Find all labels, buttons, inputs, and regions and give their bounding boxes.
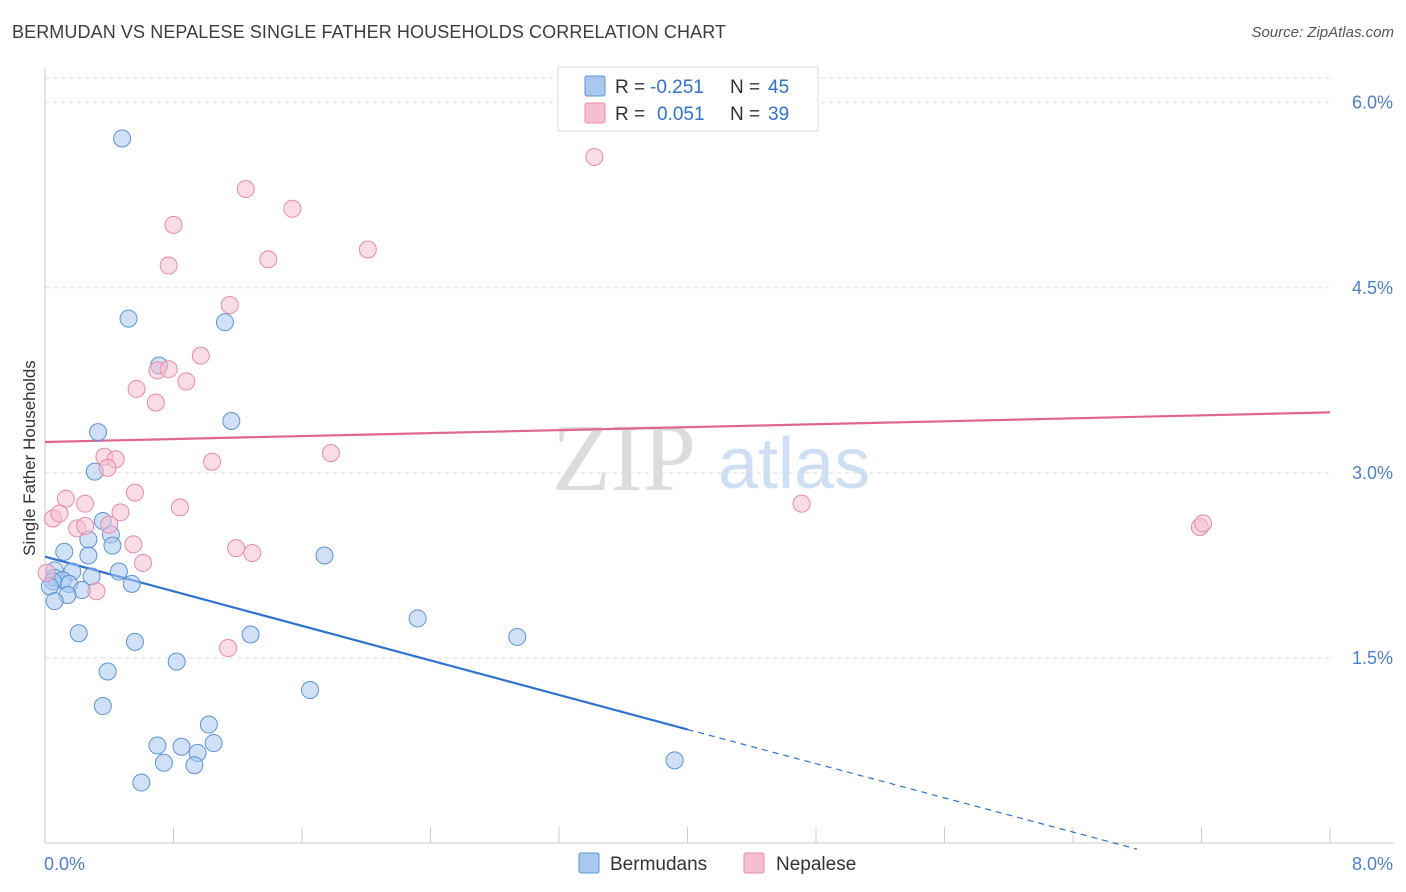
legend-n-label-bermudans: N = [730, 77, 760, 98]
point-nepalese-10 [159, 360, 178, 379]
point-bermudans-1 [119, 309, 138, 328]
point-bermudans-34 [301, 681, 320, 699]
point-nepalese-13 [146, 393, 165, 412]
point-bermudans-31 [508, 627, 527, 646]
point-bermudans-42 [185, 756, 204, 775]
trend-line-bermudans [44, 555, 688, 731]
point-nepalese-1 [236, 180, 255, 199]
x-tick-label-max: 8.0% [1352, 854, 1393, 874]
legend-r-value-bermudans: -0.251 [650, 77, 704, 98]
point-bermudans-44 [132, 773, 151, 792]
point-nepalese-5 [358, 240, 377, 259]
point-bermudans-21 [122, 574, 141, 593]
trend-line-nepalese [44, 411, 1331, 444]
point-nepalese-11 [177, 372, 196, 391]
trend-line-extension-bermudans [687, 728, 1138, 850]
point-bermudans-0 [113, 129, 132, 148]
axes [44, 68, 1394, 844]
point-nepalese-14 [321, 444, 340, 463]
point-nepalese-3 [164, 215, 183, 234]
bottom-legend-swatch-bermudans [578, 852, 600, 874]
point-bermudans-12 [55, 542, 74, 561]
point-nepalese-38 [219, 639, 238, 658]
point-nepalese-7 [220, 296, 239, 315]
point-nepalese-31 [1194, 514, 1213, 533]
watermark-atlas: atlas [718, 424, 870, 504]
y-tick-label-4.5: 4.5% [1352, 278, 1393, 298]
point-bermudans-38 [172, 737, 191, 756]
point-nepalese-37 [87, 582, 106, 601]
y-tick-label-3: 3.0% [1352, 463, 1393, 483]
point-nepalese-32 [124, 535, 143, 554]
point-bermudans-35 [93, 697, 112, 716]
legend-swatch-bermudans [584, 75, 606, 97]
point-nepalese-25 [50, 504, 69, 523]
legend-n-value-nepalese: 39 [768, 104, 789, 125]
point-nepalese-8 [191, 346, 210, 365]
point-bermudans-37 [148, 736, 167, 755]
point-bermudans-2 [215, 313, 234, 332]
legend-r-value-nepalese: 0.051 [657, 104, 705, 125]
x-tick-labels: 0.0% 8.0% [44, 854, 1393, 874]
bottom-legend-swatch-nepalese [743, 852, 765, 874]
point-bermudans-32 [167, 652, 186, 671]
point-nepalese-12 [127, 379, 146, 398]
point-nepalese-17 [98, 458, 117, 477]
point-nepalese-6 [159, 256, 178, 275]
point-bermudans-25 [45, 592, 64, 611]
point-bermudans-30 [241, 625, 260, 644]
gridlines [45, 77, 1330, 659]
point-nepalese-36 [37, 563, 56, 582]
point-bermudans-11 [79, 546, 98, 565]
correlation-legend: R = -0.251 N = 45 R = 0.051 N = 39 [557, 66, 819, 132]
point-nepalese-21 [56, 489, 75, 508]
point-bermudans-28 [69, 624, 88, 643]
point-bermudans-41 [154, 753, 173, 772]
point-bermudans-10 [103, 536, 122, 555]
point-nepalese-29 [792, 494, 811, 513]
point-bermudans-36 [199, 715, 218, 734]
point-nepalese-28 [76, 516, 95, 535]
point-bermudans-33 [98, 662, 117, 681]
point-bermudans-40 [204, 734, 223, 753]
point-nepalese-22 [76, 494, 95, 513]
legend-r-label-bermudans: R = [615, 77, 645, 98]
point-nepalese-18 [203, 452, 222, 471]
point-bermudans-20 [109, 562, 128, 581]
source-label: Source: ZipAtlas.com [1251, 24, 1394, 41]
y-tick-label-6: 6.0% [1352, 93, 1393, 113]
point-bermudans-4 [222, 412, 241, 431]
point-bermudans-26 [315, 546, 334, 565]
point-nepalese-34 [243, 544, 262, 563]
y-tick-labels: 1.5% 3.0% 4.5% 6.0% [1352, 93, 1393, 668]
legend-n-value-bermudans: 45 [768, 77, 789, 98]
point-nepalese-19 [125, 483, 144, 502]
legend-swatch-nepalese [584, 102, 606, 124]
point-nepalese-23 [111, 503, 130, 522]
point-nepalese-33 [227, 539, 246, 558]
point-nepalese-35 [133, 553, 152, 572]
bottom-legend-label-nepalese: Nepalese [776, 854, 856, 875]
point-bermudans-29 [125, 632, 144, 651]
point-nepalese-0 [585, 147, 604, 166]
y-axis-label: Single Father Households [20, 360, 39, 556]
y-tick-label-1.5: 1.5% [1352, 648, 1393, 668]
point-bermudans-5 [89, 423, 108, 442]
x-tick-label-min: 0.0% [44, 854, 85, 874]
point-nepalese-20 [170, 498, 189, 517]
point-bermudans-43 [665, 751, 684, 770]
bottom-legend-label-bermudans: Bermudans [610, 854, 707, 875]
point-nepalese-4 [259, 250, 278, 269]
trend-lines [44, 411, 1331, 850]
legend-n-label-nepalese: N = [730, 104, 760, 125]
point-nepalese-26 [100, 515, 119, 534]
data-points [37, 129, 1213, 792]
point-nepalese-2 [283, 199, 302, 218]
point-bermudans-27 [408, 609, 427, 628]
legend-r-label-nepalese: R = [615, 104, 645, 125]
watermark-zip: ZIP [552, 404, 696, 511]
series-legend: Bermudans Nepalese [578, 852, 856, 875]
chart-title: BERMUDAN VS NEPALESE SINGLE FATHER HOUSE… [12, 22, 727, 42]
